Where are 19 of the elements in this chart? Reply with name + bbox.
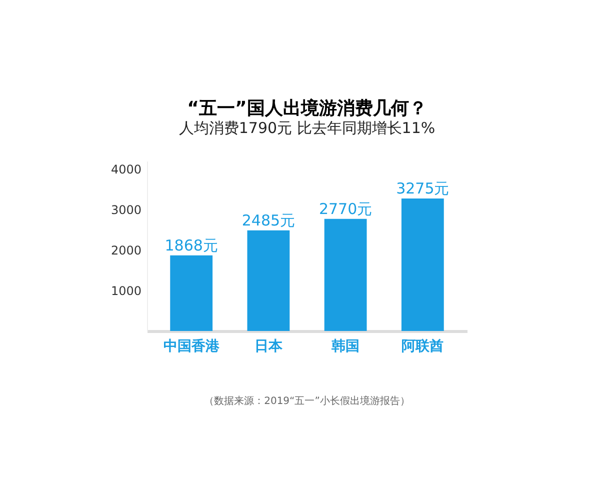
data-label: 2770元 [318, 200, 372, 218]
x-tick-label: 中国香港 [163, 338, 220, 354]
bar [324, 218, 367, 331]
data-label: 2485元 [242, 211, 296, 230]
chart-title: “五一”国人出境游消费几何？ [187, 98, 427, 119]
bar [401, 198, 444, 331]
y-tick-label: 2000 [110, 244, 142, 258]
y-tick-label: 3000 [110, 203, 142, 218]
bar [170, 255, 213, 331]
x-tick-label: 韩国 [330, 338, 360, 354]
x-tick-label: 日本 [254, 338, 284, 354]
bar [247, 230, 290, 331]
chart-subtitle: 人均消费1790元 比去年同期增长11% [178, 119, 436, 137]
y-tick-label: 1000 [110, 284, 142, 298]
y-tick-label: 4000 [110, 162, 142, 177]
x-tick-label: 阿联酋 [402, 338, 444, 354]
text: （数据来源：2019“五一”小长假出境游报告） [204, 395, 410, 407]
data-label: 3275元 [396, 179, 450, 198]
data-label: 1868元 [164, 236, 218, 254]
